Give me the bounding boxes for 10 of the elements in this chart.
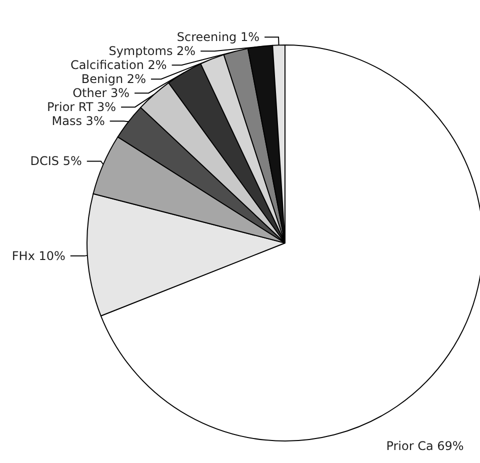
slice-label: Benign 2% xyxy=(81,72,146,86)
slice-label: Calcification 2% xyxy=(70,58,167,72)
slice-label: FHx 10% xyxy=(12,248,66,263)
slice-label: Prior RT 3% xyxy=(47,100,116,114)
slice-label: DCIS 5% xyxy=(30,154,82,168)
slice-label: Other 3% xyxy=(72,86,130,100)
slice-label: Symptoms 2% xyxy=(108,44,196,58)
slice-label: Mass 3% xyxy=(52,114,105,128)
slice-label: Prior Ca 69% xyxy=(386,439,464,453)
slice-label: Screening 1% xyxy=(176,30,260,44)
